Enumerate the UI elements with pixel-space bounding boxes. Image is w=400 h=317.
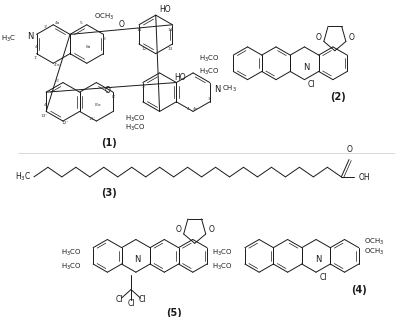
Text: 12: 12 bbox=[141, 47, 147, 51]
Text: 4: 4 bbox=[34, 45, 37, 49]
Text: HO: HO bbox=[160, 5, 171, 14]
Text: 5: 5 bbox=[80, 21, 82, 25]
Text: Cl: Cl bbox=[320, 274, 328, 282]
Text: 11: 11 bbox=[136, 28, 142, 32]
Text: 4': 4' bbox=[44, 103, 48, 107]
Text: H$_3$CO: H$_3$CO bbox=[61, 261, 81, 272]
Text: N: N bbox=[303, 63, 310, 72]
Text: H$_3$CO: H$_3$CO bbox=[212, 261, 233, 272]
Text: HO: HO bbox=[174, 73, 186, 82]
Text: N: N bbox=[214, 85, 221, 94]
Text: OCH$_3$: OCH$_3$ bbox=[364, 236, 384, 247]
Text: 4a: 4a bbox=[192, 107, 198, 111]
Text: 3: 3 bbox=[208, 97, 211, 101]
Text: 14: 14 bbox=[168, 28, 173, 32]
Text: 13: 13 bbox=[168, 47, 173, 51]
Text: H$_3$C: H$_3$C bbox=[15, 171, 31, 183]
Text: 11': 11' bbox=[88, 117, 95, 121]
Text: O: O bbox=[175, 225, 181, 234]
Text: 9: 9 bbox=[142, 85, 144, 89]
Text: Cl: Cl bbox=[139, 295, 146, 304]
Text: H$_3$CO: H$_3$CO bbox=[212, 248, 233, 258]
Text: Cl: Cl bbox=[308, 80, 315, 89]
Text: 8a: 8a bbox=[86, 45, 91, 49]
Text: O: O bbox=[118, 20, 124, 29]
Text: H$_3$CO: H$_3$CO bbox=[124, 114, 145, 124]
Text: N: N bbox=[135, 255, 141, 264]
Text: H$_3$CO: H$_3$CO bbox=[199, 67, 220, 77]
Text: 1: 1 bbox=[208, 83, 211, 87]
Text: 12': 12' bbox=[62, 121, 68, 125]
Text: 1': 1' bbox=[34, 56, 38, 61]
Text: 8'a: 8'a bbox=[95, 103, 102, 107]
Text: 3': 3' bbox=[44, 25, 48, 29]
Text: OCH$_3$: OCH$_3$ bbox=[94, 12, 115, 22]
Text: H$_3$CO: H$_3$CO bbox=[61, 248, 81, 258]
Text: N: N bbox=[315, 255, 321, 264]
Text: 5': 5' bbox=[56, 79, 60, 83]
Text: (3): (3) bbox=[102, 188, 117, 198]
Text: (5): (5) bbox=[166, 308, 182, 317]
Text: O: O bbox=[348, 33, 354, 42]
Text: H$_3$CO: H$_3$CO bbox=[124, 123, 145, 133]
Text: CH$_3$: CH$_3$ bbox=[222, 84, 237, 94]
Text: (1): (1) bbox=[102, 138, 117, 148]
Text: OH: OH bbox=[359, 173, 370, 182]
Text: O: O bbox=[208, 225, 214, 234]
Text: (4): (4) bbox=[351, 285, 367, 294]
Text: (2): (2) bbox=[330, 92, 346, 102]
Text: 8: 8 bbox=[103, 37, 106, 41]
Text: 8': 8' bbox=[112, 95, 116, 99]
Text: Cl: Cl bbox=[116, 295, 123, 304]
Text: 4a: 4a bbox=[54, 21, 60, 25]
Text: Cl: Cl bbox=[127, 299, 135, 307]
Text: H$_3$C: H$_3$C bbox=[2, 34, 16, 44]
Text: O: O bbox=[104, 86, 110, 95]
Text: 13': 13' bbox=[40, 114, 47, 118]
Text: 4: 4 bbox=[187, 107, 190, 111]
Text: N: N bbox=[27, 32, 33, 41]
Text: OCH$_3$: OCH$_3$ bbox=[364, 247, 384, 257]
Text: O: O bbox=[316, 33, 321, 42]
Text: 4'a: 4'a bbox=[54, 63, 60, 67]
Text: H$_3$CO: H$_3$CO bbox=[199, 53, 220, 64]
Text: O: O bbox=[347, 145, 353, 154]
